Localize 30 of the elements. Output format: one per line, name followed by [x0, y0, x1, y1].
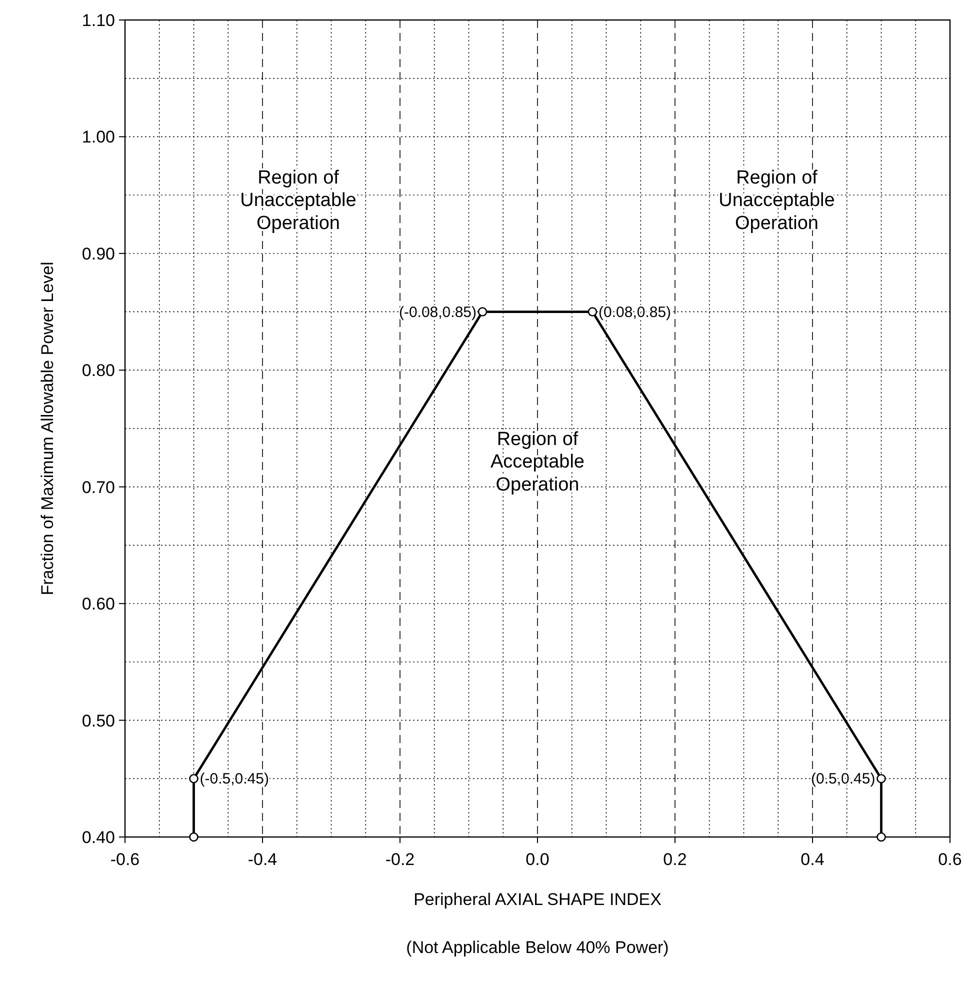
- annotation: (-0.5,0.45): [200, 770, 269, 788]
- y-tick-label: 0.40: [82, 828, 115, 847]
- annotation: (0.08,0.85): [598, 304, 672, 321]
- y-tick-label: 1.00: [82, 128, 115, 147]
- annotation: (0.5,0.45): [811, 770, 876, 788]
- y-axis-title: Fraction of Maximum Allowable Power Level: [38, 262, 57, 596]
- annotation: Region of Unacceptable Operation: [718, 167, 835, 234]
- x-axis-title: Peripheral AXIAL SHAPE INDEX: [414, 890, 662, 909]
- y-tick-label: 0.70: [82, 478, 115, 497]
- point: [876, 774, 886, 784]
- point: [189, 774, 198, 784]
- x-tick-label: -0.2: [385, 850, 415, 869]
- point: [876, 832, 886, 842]
- y-tick-label: 1.10: [82, 11, 115, 30]
- annotation: Region of Unacceptable Operation: [240, 167, 356, 234]
- y-tick-label: 0.80: [82, 361, 115, 380]
- y-tick-label: 0.50: [82, 711, 115, 730]
- point: [189, 832, 198, 842]
- x-tick-label: 0.6: [938, 850, 962, 869]
- point: [478, 307, 488, 316]
- point: [588, 307, 598, 316]
- annotation: (-0.08,0.85): [398, 304, 476, 321]
- y-tick-label: 0.60: [82, 594, 115, 614]
- text: (Not Applicable Below 40% Power): [406, 938, 669, 958]
- x-tick-label: 0.0: [526, 850, 550, 869]
- y-tick-label: 0.90: [82, 244, 115, 264]
- x-tick-label: -0.6: [110, 850, 140, 869]
- x-tick-label: -0.4: [248, 850, 278, 869]
- x-tick-label: 0.2: [663, 850, 687, 869]
- x-tick-label: 0.4: [800, 850, 824, 869]
